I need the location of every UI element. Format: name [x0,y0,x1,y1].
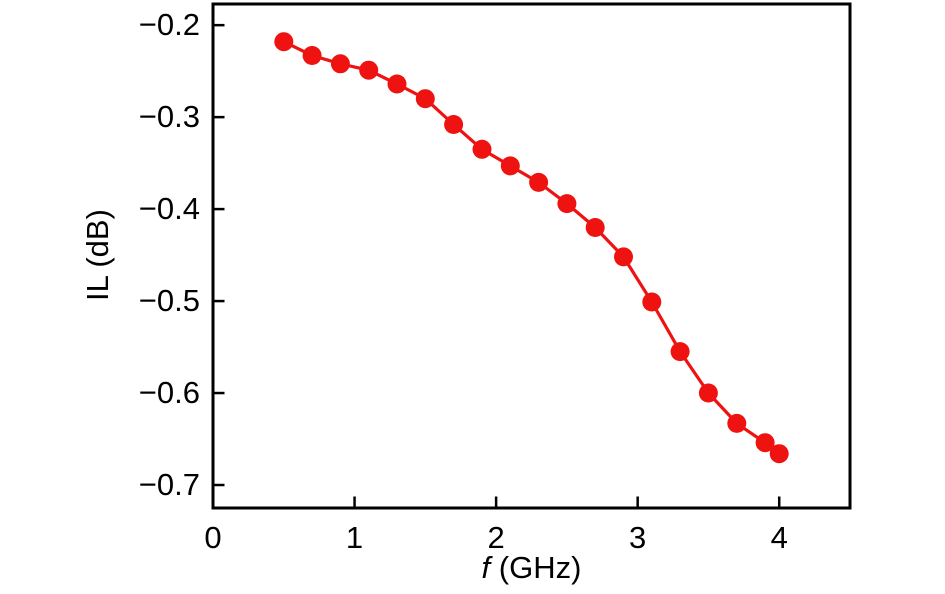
y-axis-label: IL (dB) [80,209,115,301]
il-data-point [727,413,747,433]
il-data-point [698,383,718,403]
il-data-point [755,433,775,453]
il-data-point [585,218,605,237]
il-data-point [529,172,549,192]
il-data-point [302,46,322,65]
il-data-point [415,89,435,109]
il-data-point [670,342,690,362]
il-data-point [642,292,662,312]
y-tick-label: −0.2 [139,7,200,42]
il-data-point [330,54,350,74]
il-data-point [500,156,520,176]
il-data-point [472,139,492,159]
x-tick-label: 2 [487,520,504,555]
il-data-point [359,60,379,80]
il-data-point [614,247,633,267]
il-data-point [769,444,789,464]
y-tick-label: −0.5 [139,283,200,318]
il-data-point [444,115,464,134]
x-axis-label: f (GHz) [213,551,850,585]
x-tick-label: 1 [346,520,363,555]
il-data-point [557,194,577,214]
il-data-point [274,32,294,52]
x-tick-label: 0 [204,520,221,555]
x-tick-label: 3 [629,520,646,555]
x-tick-label: 4 [771,520,788,555]
y-tick-label: −0.7 [139,467,200,502]
x-axis-label-variable: f [481,550,491,585]
y-tick-label: −0.3 [139,99,200,134]
x-axis-label-unit: (GHz) [490,550,582,585]
plot-frame [211,2,852,510]
il-data-point [387,74,407,94]
y-tick-label: −0.4 [139,191,200,226]
y-tick-label: −0.6 [139,375,200,410]
